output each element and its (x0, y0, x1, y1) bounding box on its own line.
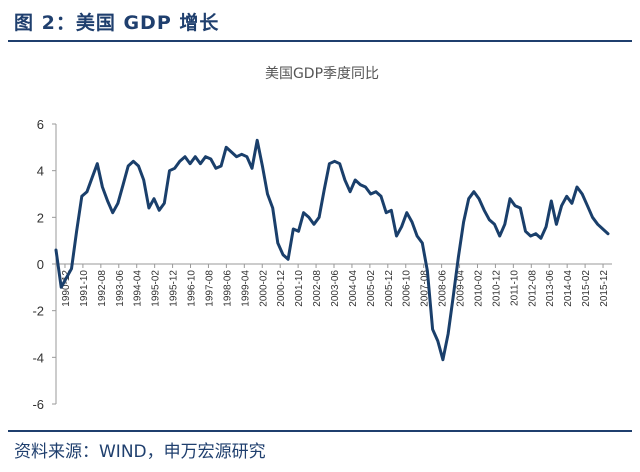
x-tick-label: 1997-08 (204, 270, 215, 307)
source-note: 资料来源：WIND，申万宏源研究 (14, 442, 266, 462)
x-tick-label: 2006-10 (402, 270, 413, 307)
x-tick-label: 2004-04 (348, 270, 359, 307)
x-tick-label: 2002-08 (312, 270, 323, 307)
y-tick-label: -6 (32, 397, 44, 412)
x-axis-ticks: 1990-12 1991-10 1992-08 1993-06 1994-04 1995-… (61, 264, 610, 307)
x-tick-label: 2005-12 (384, 270, 395, 307)
x-tick-label: 2007-08 (420, 270, 431, 307)
title-divider (8, 40, 632, 42)
x-tick-label: 2009-04 (456, 270, 467, 307)
y-tick-label: -2 (32, 304, 44, 319)
x-tick-label: 2011-10 (509, 270, 520, 306)
x-tick-label: 2014-04 (563, 270, 574, 307)
x-tick-label: 2015-12 (599, 270, 610, 307)
figure-title: 图 2：美国 GDP 增长 (14, 12, 220, 34)
x-tick-label: 2000-02 (258, 270, 269, 307)
x-tick-label: 1995-12 (169, 270, 180, 307)
footer-divider (8, 430, 632, 432)
x-tick-label: 2010-02 (473, 270, 484, 307)
x-tick-label: 1994-04 (133, 270, 144, 307)
x-tick-label: 2013-06 (545, 270, 556, 307)
x-tick-label: 1995-02 (151, 270, 162, 307)
x-tick-label: 1990-12 (61, 270, 72, 307)
gdp-series-line (54, 138, 610, 362)
x-tick-label: 2003-06 (330, 270, 341, 307)
x-tick-label: 2005-02 (366, 270, 377, 307)
x-tick-label: 1998-06 (222, 270, 233, 307)
x-tick-label: 2010-12 (491, 270, 502, 307)
x-tick-label: 2012-08 (527, 270, 538, 307)
chart-title: 美国GDP季度同比 (265, 66, 379, 82)
y-tick-label: 0 (37, 257, 44, 272)
x-tick-label: 2015-02 (581, 270, 592, 307)
x-tick-label: 1992-08 (97, 270, 108, 307)
x-tick-label: 2000-12 (276, 270, 287, 307)
y-tick-label: 4 (37, 164, 44, 179)
y-axis-ticks: 6 4 2 0 -2 -4 -6 (32, 117, 56, 412)
gdp-line-chart: 美国GDP季度同比 6 4 2 0 -2 -4 -6 1990-12 1991-10 1992-… (32, 66, 612, 412)
x-tick-label: 1991-10 (79, 270, 90, 307)
x-tick-label: 1996-10 (187, 270, 198, 307)
x-tick-label: 2008-06 (438, 270, 449, 307)
y-tick-label: 6 (37, 117, 44, 132)
x-tick-label: 2001-10 (294, 270, 305, 307)
x-tick-label: 1993-06 (115, 270, 126, 307)
y-tick-label: 2 (37, 210, 44, 225)
y-tick-label: -4 (32, 350, 44, 365)
x-tick-label: 1999-04 (240, 270, 251, 307)
